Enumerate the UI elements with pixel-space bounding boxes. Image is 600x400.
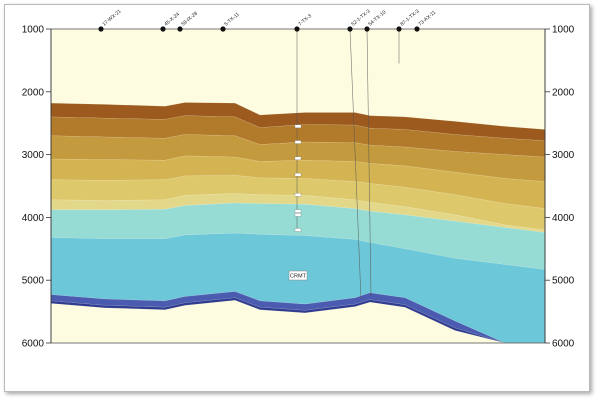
well-label: 17-WX-21 (101, 8, 122, 27)
well-marker-icon[interactable] (294, 26, 300, 32)
formation-marker (294, 228, 302, 232)
depth-tick-left: 2000 (22, 87, 45, 98)
well-label: 45-X-24 (163, 11, 181, 27)
depth-axis-left: 1000 2000 3000 4000 5000 6000 (22, 25, 52, 350)
well-marker-icon[interactable] (414, 26, 420, 32)
depth-tick-right: 6000 (552, 339, 575, 350)
formation-marker (294, 209, 302, 213)
well-marker-icon[interactable] (160, 26, 166, 32)
depth-tick-right: 4000 (552, 213, 575, 224)
formation-marker (294, 213, 302, 217)
depth-tick-right: 2000 (552, 87, 575, 98)
formation-marker (294, 124, 302, 128)
well-59-ix-28[interactable]: 59-IX-28 (177, 10, 199, 32)
cross-section-window: 1000 2000 3000 4000 5000 6000 1000 2000 3000 400… (4, 4, 590, 392)
well-marker-icon[interactable] (364, 26, 370, 32)
formation-marker (294, 140, 302, 144)
well-label: 73-AX-11 (417, 9, 437, 27)
stratigraphic-layers (50, 102, 546, 344)
depth-tick-right: 1000 (552, 25, 575, 36)
formation-marker (294, 173, 302, 177)
layer-label-crmt: CRMT (290, 274, 307, 280)
well-17-wx-21[interactable]: 17-WX-21 (98, 8, 123, 32)
layer-label-box: CRMT (288, 270, 308, 281)
depth-tick-left: 4000 (22, 213, 45, 224)
well-header-row: 17-WX-21 45-X-24 59-IX-28 5-TX-11 7-TX-3 52-1… (98, 8, 437, 32)
well-marker-icon[interactable] (347, 26, 353, 32)
depth-tick-left: 5000 (22, 276, 45, 287)
well-label: 59-IX-28 (180, 10, 199, 27)
geologic-cross-section: 1000 2000 3000 4000 5000 6000 1000 2000 3000 400… (22, 8, 575, 350)
well-traces (296, 28, 400, 300)
formation-marker (294, 193, 302, 197)
well-trace (349, 28, 362, 300)
depth-tick-left: 1000 (22, 25, 45, 36)
well-marker-icon[interactable] (98, 26, 104, 32)
depth-tick-right: 3000 (552, 150, 575, 161)
depth-tick-left: 3000 (22, 150, 45, 161)
well-marker-icon[interactable] (396, 26, 402, 32)
depth-tick-right: 5000 (552, 276, 575, 287)
depth-axis-right: 1000 2000 3000 4000 5000 6000 (544, 25, 575, 350)
well-label: 87-1-TX-3 (399, 8, 420, 27)
well-marker-icon[interactable] (220, 26, 226, 32)
well-label: 5-TX-11 (223, 11, 241, 27)
formation-marker (294, 156, 302, 161)
well-5-tx-11[interactable]: 5-TX-11 (220, 11, 241, 32)
formation-markers (294, 124, 302, 232)
depth-tick-left: 6000 (22, 339, 45, 350)
well-label: 7-TX-3 (297, 13, 313, 28)
well-trace (366, 28, 372, 296)
well-marker-icon[interactable] (177, 26, 183, 32)
